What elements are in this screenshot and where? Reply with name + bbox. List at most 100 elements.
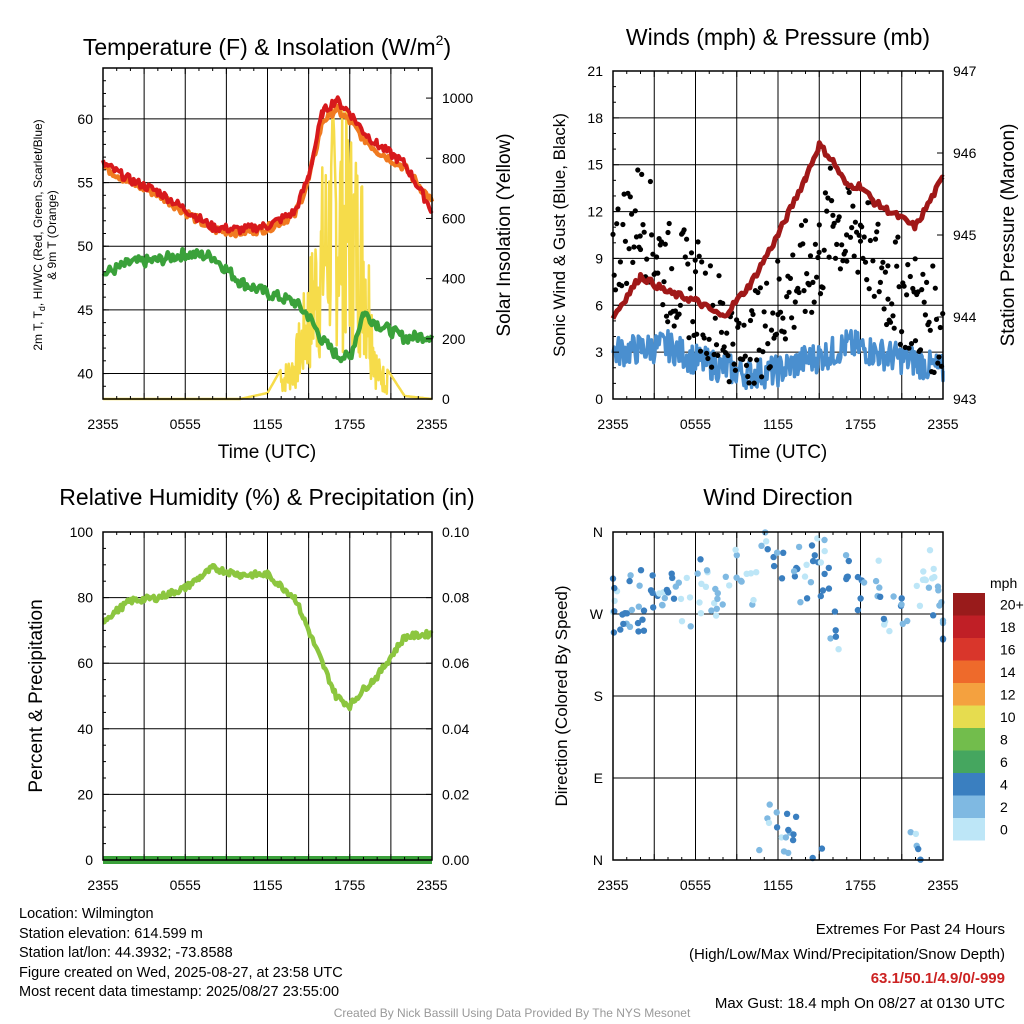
- rh-panel: 2355 0555 1155 1755 2355 0 20 40 60 80 100 0.00 0.02…: [26, 484, 475, 893]
- gust-point: [922, 312, 929, 318]
- gust-point: [849, 225, 855, 231]
- gust-point: [927, 327, 933, 333]
- direction-point: [821, 547, 828, 555]
- gust-point: [768, 327, 775, 333]
- direction-ticks: 2355 0555 1155 1755 2355 N E S W N: [590, 524, 959, 893]
- gust-point: [702, 270, 709, 276]
- credit-text: Created By Nick Bassill Using Data Provi…: [333, 1006, 691, 1020]
- station-info: Location: Wilmington Station elevation: …: [19, 905, 343, 1003]
- direction-point: [635, 628, 642, 635]
- gust-point: [726, 379, 732, 385]
- x-tick-label: 1755: [334, 877, 365, 893]
- direction-point: [623, 610, 631, 617]
- x-tick-label: 1155: [763, 877, 793, 893]
- x-tick-label: 0555: [170, 877, 201, 893]
- direction-point: [669, 574, 676, 582]
- gust-point: [754, 357, 760, 363]
- direction-point: [780, 549, 787, 556]
- gust-point: [630, 259, 636, 265]
- direction-point: [936, 602, 943, 609]
- direction-point: [782, 834, 790, 841]
- gust-point: [743, 362, 750, 368]
- gust-point: [701, 335, 707, 341]
- direction-point: [831, 608, 839, 615]
- gust-point: [787, 275, 794, 281]
- gust-point: [912, 256, 918, 262]
- gust-point: [629, 211, 635, 217]
- gust-point: [836, 214, 842, 220]
- y2-tick-label: 0: [442, 391, 450, 407]
- direction-point: [780, 848, 788, 855]
- colorbar-label: 14: [1000, 664, 1016, 680]
- direction-point: [640, 607, 648, 614]
- direction-grid: [613, 532, 943, 860]
- x-tick-label: 1155: [763, 416, 793, 432]
- direction-point: [758, 542, 765, 549]
- direction-point: [832, 627, 839, 634]
- gust-point: [889, 301, 895, 307]
- direction-point: [785, 826, 792, 834]
- direction-point: [670, 595, 678, 602]
- gust-point: [905, 262, 911, 268]
- gust-point: [750, 311, 756, 317]
- direction-point: [778, 575, 786, 582]
- gust-point: [731, 361, 737, 367]
- direction-point: [827, 635, 834, 642]
- gust-point: [720, 300, 726, 306]
- y-tick-label: E: [594, 770, 603, 786]
- gust-point: [747, 356, 753, 362]
- x-tick-label: 1755: [845, 877, 876, 893]
- gust-point: [920, 271, 926, 277]
- gust-point: [921, 299, 927, 305]
- direction-point: [763, 538, 770, 545]
- gust-point: [875, 221, 881, 227]
- gust-point: [852, 219, 859, 225]
- direction-point: [696, 599, 703, 606]
- gust-point: [832, 255, 839, 261]
- direction-point: [912, 830, 920, 838]
- y-tick-label: 0: [595, 391, 603, 407]
- colorbar-swatch: [953, 773, 985, 796]
- direction-point: [628, 606, 636, 614]
- gust-point: [764, 280, 770, 286]
- direction-point: [658, 601, 666, 609]
- y-tick-label: 12: [587, 204, 603, 220]
- direction-point: [789, 836, 797, 844]
- gust-point: [821, 247, 827, 253]
- gust-point: [660, 302, 666, 308]
- gust-point: [759, 374, 765, 380]
- gust-point: [761, 309, 767, 315]
- gust-point: [635, 167, 641, 173]
- colorbar-label: 12: [1000, 686, 1016, 702]
- colorbar-label: 16: [1000, 641, 1016, 657]
- gust-point: [840, 258, 846, 264]
- direction-point: [708, 607, 715, 614]
- gust-point: [662, 241, 668, 247]
- gust-point: [757, 285, 764, 291]
- colorbar-swatch: [953, 795, 985, 818]
- direction-point: [790, 831, 797, 838]
- gust-point: [847, 234, 854, 240]
- direction-point: [854, 606, 862, 614]
- gust-point: [884, 321, 890, 328]
- winds-y-label: Sonic Wind & Gust (Blue, Black): [550, 113, 569, 357]
- direction-point: [611, 584, 618, 592]
- direction-point: [726, 582, 733, 589]
- gust-point: [807, 253, 814, 259]
- gust-point: [736, 320, 742, 326]
- elevation-text: Station elevation: 614.599 m: [19, 925, 203, 942]
- direction-point: [697, 556, 704, 563]
- gust-point: [798, 222, 805, 228]
- gust-point: [887, 319, 894, 325]
- gust-point: [615, 206, 621, 212]
- rh-y-label: Percent & Precipitation: [26, 599, 47, 792]
- gust-point: [926, 319, 932, 325]
- y2-tick-label: 946: [953, 145, 977, 161]
- gust-point: [881, 306, 887, 312]
- direction-point: [649, 589, 656, 596]
- y-tick-label: 20: [77, 786, 93, 802]
- gust-point: [710, 302, 716, 308]
- gust-point: [912, 338, 919, 344]
- gust-point: [827, 165, 834, 171]
- direction-point: [764, 546, 771, 553]
